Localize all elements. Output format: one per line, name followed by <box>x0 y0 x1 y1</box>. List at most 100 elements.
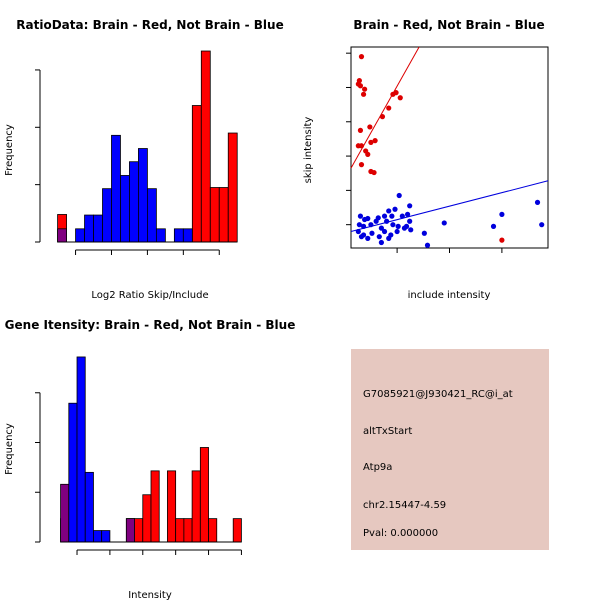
scatter-point-not-brain <box>395 223 401 229</box>
gene-intensity-bar-brain <box>191 470 201 543</box>
gene-intensity-bar-brain <box>175 518 185 543</box>
scatter-point-brain <box>393 90 399 96</box>
scatter-ylabel: skip intensity <box>303 117 314 184</box>
ratio-histogram-bar-brain <box>218 187 229 243</box>
ratio-histogram-bar-not-brain <box>129 161 139 243</box>
ratio-histogram-xlabel: Log2 Ratio Skip/Include <box>91 290 208 301</box>
scatter-point-not-brain <box>356 222 362 228</box>
scatter-point-not-brain <box>386 235 392 241</box>
scatter-point-not-brain <box>390 222 396 228</box>
ratio-histogram-bar-not-brain <box>57 228 67 243</box>
ratio-histogram-bar-not-brain <box>93 214 103 243</box>
gene-intensity-bar-brain <box>134 518 144 543</box>
gene-intensity-histogram-panel: Gene Itensity: Brain - Red, Not Brain - … <box>4 318 295 600</box>
gene-name: Atp9a <box>363 462 392 473</box>
ratio-histogram-bar-not-brain <box>120 175 130 243</box>
gene-intensity-bar-brain <box>167 470 177 543</box>
ratio-histogram-bar-not-brain <box>147 188 157 243</box>
scatter-point-not-brain <box>539 222 545 228</box>
gene-intensity-bar-not-brain <box>125 518 135 543</box>
scatter-point-brain <box>386 105 392 111</box>
scatter-point-brain <box>372 138 378 144</box>
ratio-histogram-bar-brain <box>200 50 211 243</box>
scatter-point-not-brain <box>365 235 371 241</box>
ratio-histogram-bar-not-brain <box>155 228 166 243</box>
ratio-histogram-bar-brain <box>191 105 202 243</box>
gene-intensity-bar-not-brain <box>93 530 103 543</box>
scatter-point-not-brain <box>421 230 427 236</box>
scatter-point-not-brain <box>534 199 541 205</box>
ratio-histogram-ylabel: Frequency <box>4 124 15 176</box>
scatter-point-not-brain <box>386 208 392 214</box>
scatter-point-not-brain <box>408 227 414 233</box>
scatter-fit-line-not-brain <box>350 180 549 233</box>
gene-intensity-bar-brain <box>199 447 209 543</box>
gene-intensity-xlabel: Intensity <box>128 590 172 600</box>
scatter-point-not-brain <box>378 239 384 246</box>
scatter-point-not-brain <box>368 222 374 228</box>
genomic-location: chr2.15447-4.59 <box>363 500 446 511</box>
gene-intensity-bar-brain <box>208 518 218 543</box>
scatter-point-not-brain <box>424 242 431 248</box>
scatter-point-brain <box>379 114 386 120</box>
p-value: Pval: 0.000000 <box>363 528 438 539</box>
scatter-point-not-brain <box>357 213 364 219</box>
gene-intensity-bar-not-brain <box>101 530 111 543</box>
scatter-title: Brain - Red, Not Brain - Blue <box>353 18 544 32</box>
scatter-point-not-brain <box>499 211 505 217</box>
scatter-point-brain <box>355 81 361 87</box>
ratio-histogram-bar-not-brain <box>138 148 148 243</box>
ratio-histogram-panel: RatioData: Brain - Red, Not Brain - Blue… <box>4 18 284 301</box>
gene-intensity-bar-not-brain <box>60 483 70 543</box>
scatter-point-not-brain <box>355 228 361 235</box>
scatter-point-not-brain <box>396 192 402 199</box>
scatter-fit-line-brain <box>350 46 420 169</box>
scatter-point-brain <box>358 143 365 149</box>
gene-intensity-bar-brain <box>142 494 152 543</box>
intensity-scatter-panel: Brain - Red, Not Brain - Blue include in… <box>303 18 549 301</box>
ratio-histogram-bar-brain <box>209 187 220 243</box>
scatter-point-brain <box>397 95 403 101</box>
scatter-point-brain <box>357 127 364 133</box>
scatter-point-not-brain <box>384 218 390 224</box>
scatter-point-brain <box>360 91 367 97</box>
scatter-point-not-brain <box>389 213 395 219</box>
scatter-point-not-brain <box>381 213 388 219</box>
scatter-point-not-brain <box>369 230 375 236</box>
scatter-point-brain <box>365 151 371 157</box>
event-type: altTxStart <box>363 426 412 437</box>
scatter-point-not-brain <box>490 223 497 229</box>
ratio-histogram-title: RatioData: Brain - Red, Not Brain - Blue <box>16 18 283 32</box>
gene-intensity-bar-not-brain <box>68 402 78 543</box>
gene-intensity-bar-brain <box>150 470 160 543</box>
scatter-point-not-brain <box>358 234 365 240</box>
scatter-point-brain <box>368 139 374 145</box>
scatter-point-not-brain <box>404 211 411 217</box>
scatter-point-brain <box>358 54 365 60</box>
scatter-point-not-brain <box>365 215 371 222</box>
info-panel: G7085921@J930421_RC@i_at altTxStart Atp9… <box>351 349 549 550</box>
gene-intensity-title: Gene Itensity: Brain - Red, Not Brain - … <box>5 318 296 332</box>
ratio-histogram-bar-not-brain <box>102 188 112 243</box>
scatter-point-not-brain <box>373 218 379 224</box>
scatter-point-brain <box>371 169 377 176</box>
ratio-histogram-bar-not-brain <box>173 228 184 243</box>
scatter-point-not-brain <box>381 228 388 235</box>
scatter-point-brain <box>362 86 368 92</box>
scatter-point-not-brain <box>360 223 367 229</box>
scatter-point-not-brain <box>378 225 384 231</box>
scatter-xlabel: include intensity <box>408 290 491 301</box>
gene-intensity-bar-brain <box>232 518 242 543</box>
probe-id: G7085921@J930421_RC@i_at <box>363 389 513 400</box>
gene-intensity-bar-not-brain <box>84 471 94 543</box>
scatter-point-not-brain <box>407 218 413 224</box>
gene-intensity-ylabel: Frequency <box>4 423 15 475</box>
scatter-point-not-brain <box>441 220 447 226</box>
scatter-point-not-brain <box>399 213 405 219</box>
ratio-histogram-bar-not-brain <box>84 214 94 243</box>
info-panel-background <box>351 349 549 550</box>
scatter-point-brain <box>499 237 505 243</box>
scatter-point-not-brain <box>394 228 400 235</box>
scatter-point-not-brain <box>407 203 413 209</box>
scatter-point-not-brain <box>376 234 382 240</box>
